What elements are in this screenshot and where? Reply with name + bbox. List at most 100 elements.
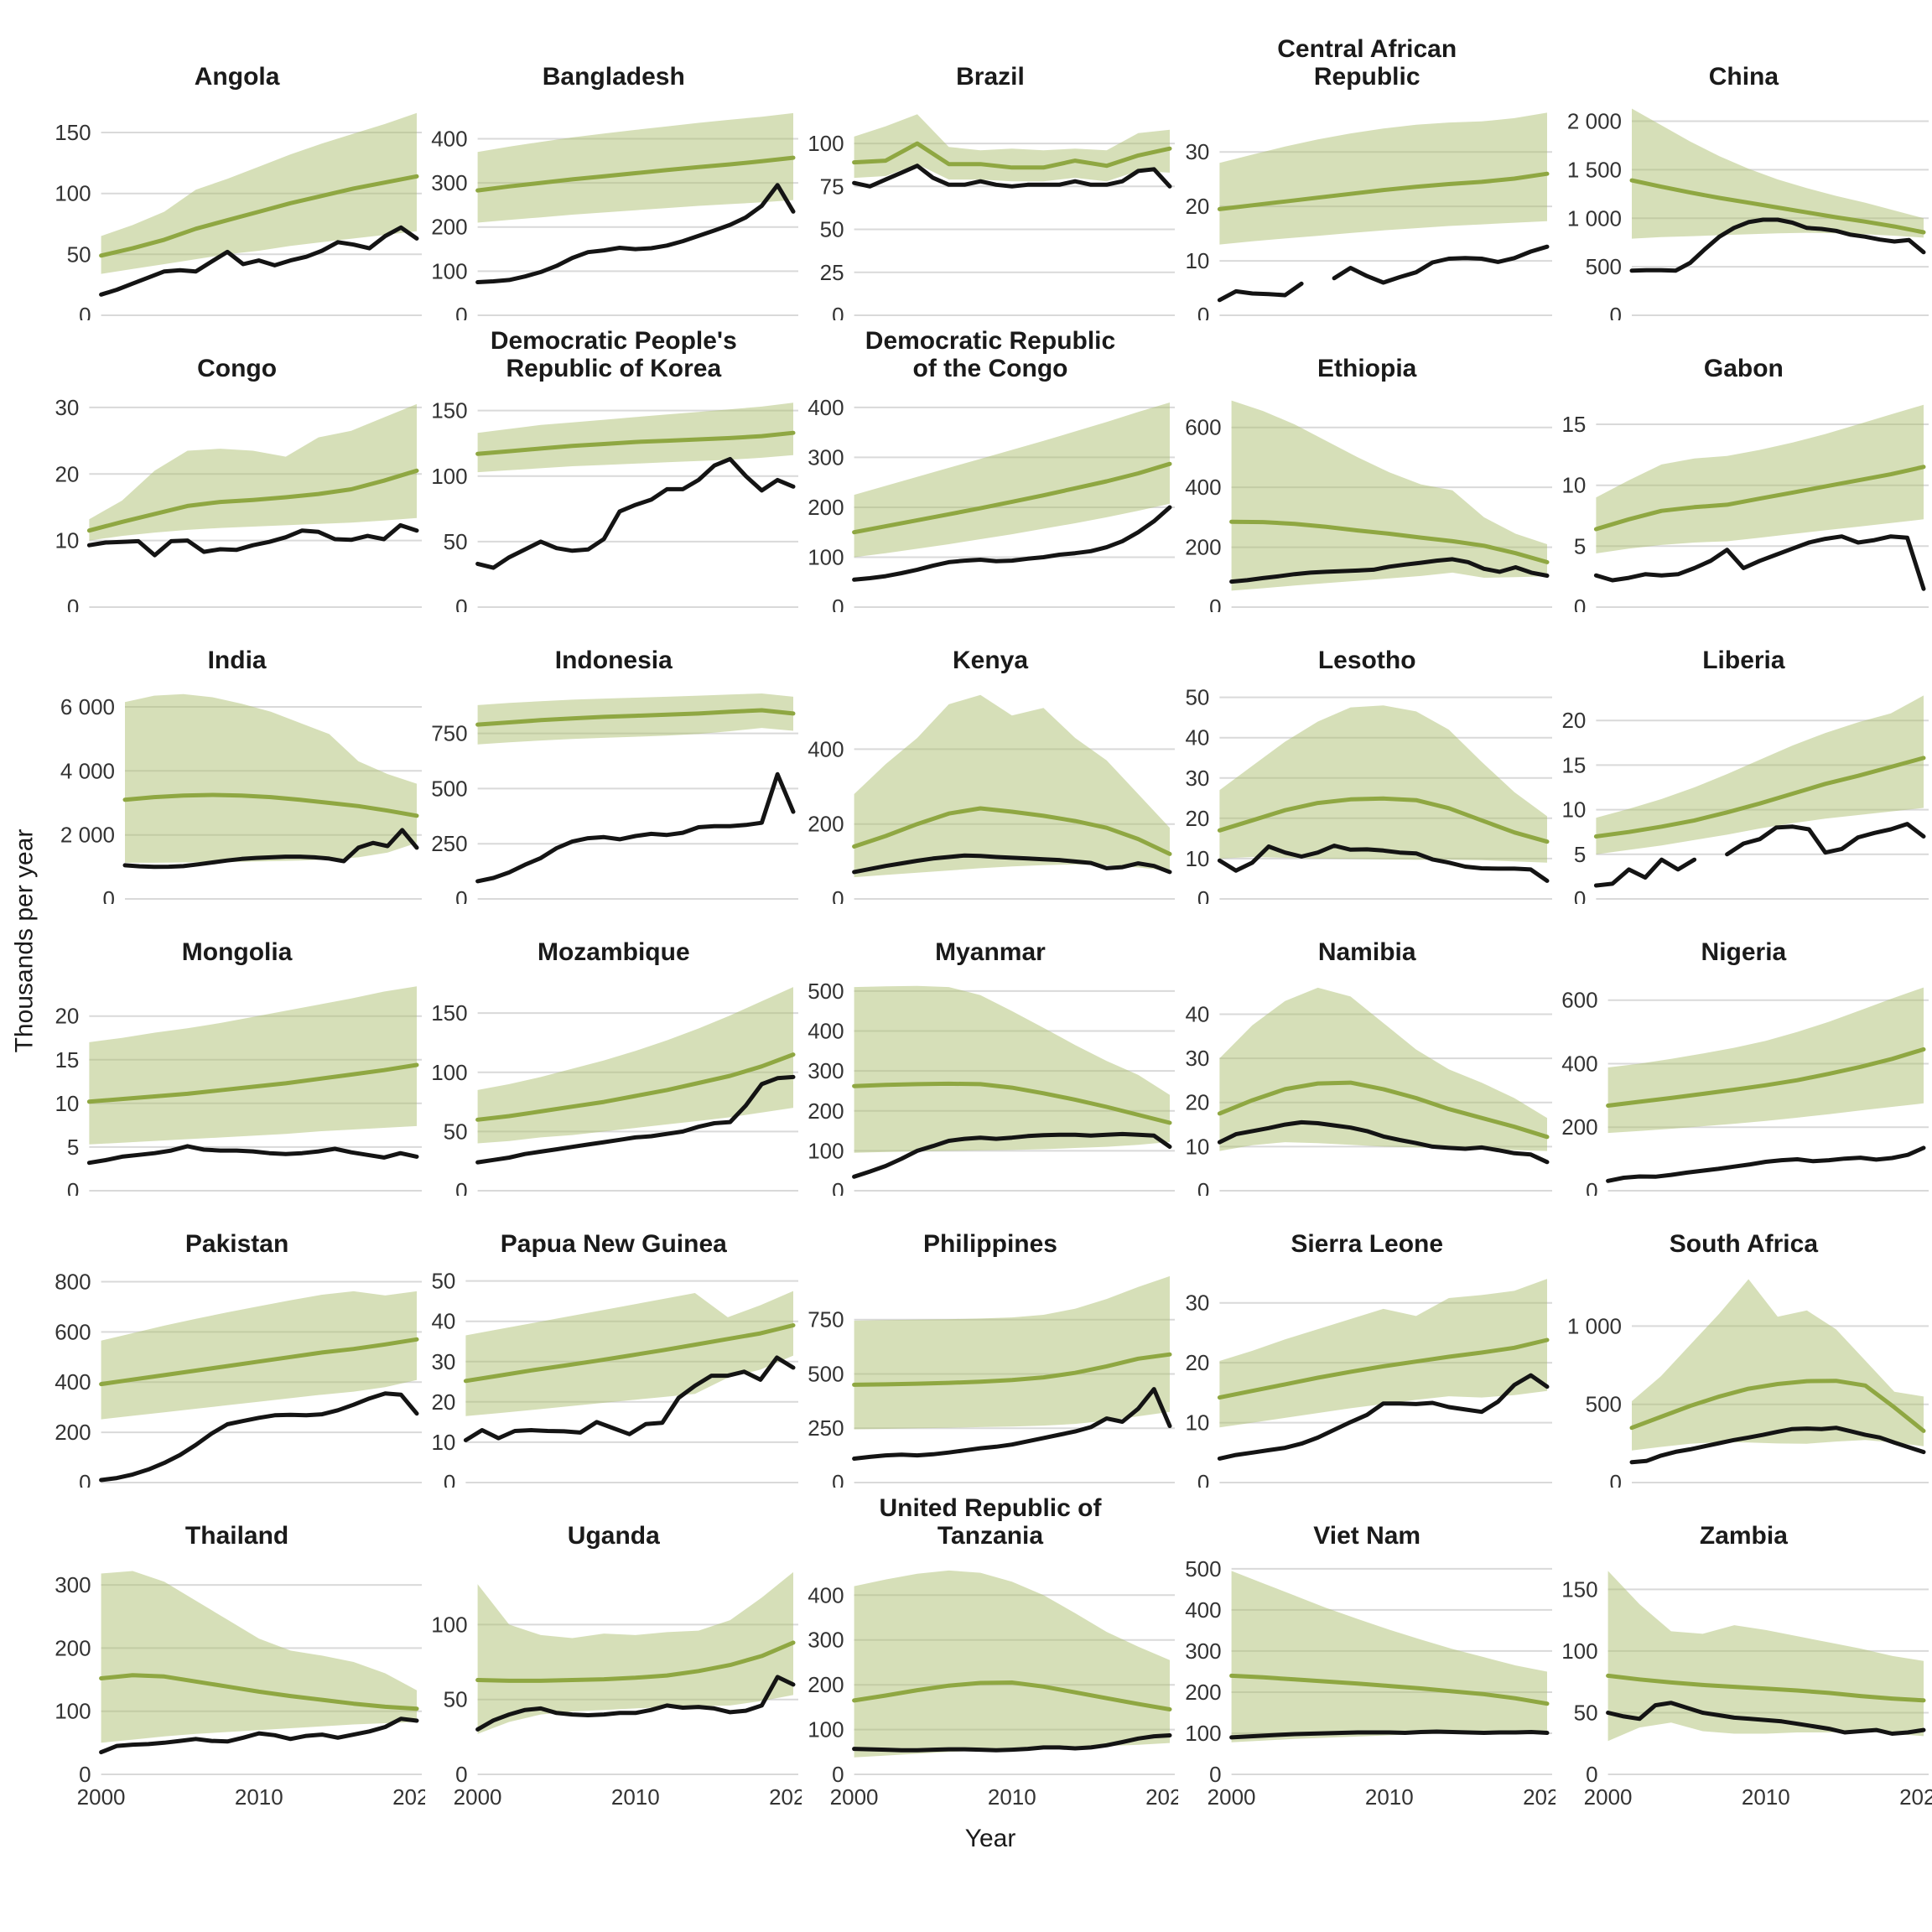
x-tick-label: 2020 (1523, 1784, 1555, 1810)
chart-philippines: 0 250 500 750 (808, 1275, 1176, 1488)
panel-title: Democratic Republic of the Congo (865, 327, 1116, 382)
chart-panel-central-african-republic: Central African Republic 0 10 20 30 (1179, 29, 1555, 320)
y-tick-label: 20 (1185, 806, 1209, 831)
chart-panel-zambia: Zambia 0 50 100 150 2000 2010 2020 (1555, 1488, 1932, 1816)
chart-indonesia: 0 250 500 750 (431, 693, 799, 904)
y-tick-label: 100 (1561, 1639, 1597, 1664)
black-line (1228, 1729, 1550, 1740)
y-tick-label: 100 (431, 1060, 467, 1085)
chart-zambia: 0 50 100 150 2000 2010 2020 (1561, 1571, 1932, 1810)
y-tick-label: 600 (1561, 988, 1597, 1013)
x-tick-label: 2020 (1146, 1784, 1179, 1810)
chart-panel-angola: Angola 0 50 100 150 (49, 29, 425, 320)
uncertainty-band (89, 986, 418, 1145)
chart-kenya: 0 200 400 (808, 694, 1176, 904)
y-tick-label: 100 (431, 464, 467, 489)
y-tick-label: 600 (55, 1319, 91, 1344)
chart-sierra-leone: 0 10 20 30 (1185, 1279, 1552, 1488)
y-tick-label: 100 (431, 258, 467, 283)
chart-mongolia: 0 5 10 15 20 (55, 986, 423, 1196)
y-tick-label: 100 (808, 545, 844, 570)
y-tick-label: 20 (55, 461, 80, 486)
y-tick-label: 2 000 (60, 823, 115, 848)
black-line (86, 1144, 419, 1166)
chart-tanzania: 0 100 200 300 400 2000 2010 2020 (808, 1570, 1179, 1810)
y-tick-label: 400 (808, 736, 844, 761)
uncertainty-band (101, 1291, 418, 1420)
panel-title: Myanmar (935, 938, 1046, 966)
black-line (1217, 844, 1550, 883)
y-tick-label: 500 (1586, 1392, 1622, 1417)
y-tick-label: 500 (431, 776, 467, 801)
y-tick-label: 30 (1185, 1291, 1209, 1316)
y-tick-label: 0 (444, 1470, 455, 1488)
y-tick-label: 20 (1185, 1350, 1209, 1375)
y-tick-label: 200 (1185, 535, 1221, 560)
uncertainty-band (854, 694, 1171, 878)
y-tick-label: 750 (808, 1307, 844, 1332)
black-line (475, 1675, 796, 1732)
chart-panel-south-africa: South Africa 0 500 1 000 (1555, 1196, 1932, 1488)
y-tick-label: 100 (808, 1138, 844, 1163)
chart-panel-pakistan: Pakistan 0 200 400 600 800 (49, 1196, 425, 1488)
black-line (1629, 1426, 1926, 1465)
y-tick-label: 40 (1185, 725, 1209, 750)
chart-panel-dpr-korea: Democratic People's Republic of Korea 0 50… (425, 320, 802, 612)
uncertainty-band (477, 693, 794, 745)
black-line (122, 828, 419, 870)
estimate-line (1217, 171, 1550, 211)
chart-panel-gabon: Gabon 0 5 10 15 (1555, 320, 1932, 612)
estimate-line (475, 155, 796, 193)
y-tick-label: 50 (67, 242, 91, 267)
uncertainty-band (854, 1570, 1171, 1758)
panel-title: Angola (194, 63, 280, 91)
y-tick-label: 100 (55, 181, 91, 206)
y-tick-label: 20 (55, 1004, 80, 1029)
chart-panel-india: India 0 2 000 4 000 6 000 (49, 612, 425, 904)
x-tick-label: 2010 (1365, 1784, 1414, 1810)
estimate-line (1217, 1080, 1550, 1140)
chart-papua-new-guinea: 0 10 20 30 40 50 (432, 1269, 799, 1488)
chart-panel-sierra-leone: Sierra Leone 0 10 20 30 (1179, 1196, 1555, 1488)
chart-panel-myanmar: Myanmar 0 100 200 300 400 500 (802, 904, 1178, 1196)
chart-panel-congo: Congo 0 10 20 30 (49, 320, 425, 612)
panel-title: United Republic of Tanzania (879, 1494, 1102, 1550)
chart-panel-bangladesh: Bangladesh 0 100 200 300 400 (425, 29, 802, 320)
x-tick-label: 2000 (1584, 1784, 1633, 1810)
estimate-line (99, 174, 419, 258)
y-tick-label: 0 (833, 886, 844, 904)
y-tick-label: 400 (1185, 475, 1221, 500)
y-tick-label: 300 (431, 170, 467, 195)
y-tick-label: 10 (1561, 473, 1586, 498)
panel-title: Zambia (1699, 1522, 1788, 1550)
uncertainty-band (1219, 112, 1547, 245)
chart-panel-tanzania: United Republic of Tanzania 0 100 200 300 400… (802, 1488, 1179, 1816)
y-tick-label: 0 (833, 595, 844, 612)
black-line (1605, 1145, 1926, 1183)
black-line (1217, 1119, 1550, 1165)
estimate-line (99, 1673, 419, 1711)
estimate-line (464, 1323, 796, 1384)
y-tick-label: 400 (55, 1369, 91, 1394)
y-tick-label: 0 (455, 595, 467, 612)
y-tick-label: 200 (808, 812, 844, 837)
black-line (852, 853, 1172, 875)
chart-south-africa: 0 500 1 000 (1567, 1279, 1929, 1488)
uncertainty-band (477, 402, 794, 473)
y-tick-label: 500 (1586, 254, 1622, 279)
estimate-line (1228, 1673, 1550, 1706)
uncertainty-band (1219, 1279, 1547, 1428)
estimate-line (86, 1062, 419, 1104)
y-tick-label: 100 (55, 1699, 91, 1724)
chart-panel-viet-nam: Viet Nam 0 100 200 300 400 500 2000 2010 2020 (1179, 1488, 1555, 1816)
y-tick-label: 0 (455, 886, 467, 904)
x-axis-title: Year (964, 1825, 1016, 1852)
chart-panel-uganda: Uganda 0 50 100 2000 2010 2020 (425, 1488, 802, 1816)
y-tick-label: 30 (1185, 139, 1209, 164)
black-line (1593, 822, 1926, 888)
y-tick-label: 0 (1209, 1762, 1221, 1787)
black-line (99, 1391, 419, 1483)
uncertainty-band (854, 402, 1171, 558)
y-tick-label: 10 (1185, 1410, 1209, 1436)
y-tick-label: 300 (808, 444, 844, 470)
